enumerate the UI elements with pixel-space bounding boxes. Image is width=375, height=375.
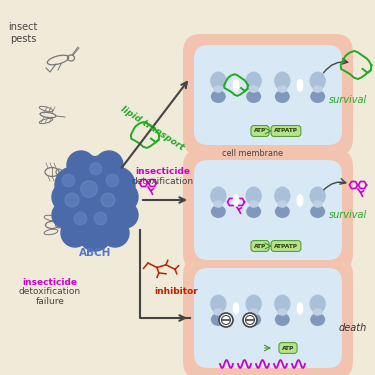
Text: ABCH: ABCH xyxy=(79,248,111,258)
FancyBboxPatch shape xyxy=(183,149,353,271)
Circle shape xyxy=(101,219,129,247)
Circle shape xyxy=(52,202,78,228)
Text: insecticide: insecticide xyxy=(22,278,78,297)
Ellipse shape xyxy=(313,200,323,208)
Text: ATPATP: ATPATP xyxy=(274,129,298,133)
Circle shape xyxy=(67,151,95,179)
Ellipse shape xyxy=(274,186,291,205)
Text: inhibitor: inhibitor xyxy=(154,287,198,296)
Circle shape xyxy=(52,182,82,212)
Circle shape xyxy=(87,205,123,241)
Ellipse shape xyxy=(246,90,261,103)
Ellipse shape xyxy=(232,194,239,207)
Circle shape xyxy=(79,219,111,251)
FancyBboxPatch shape xyxy=(194,160,342,260)
Ellipse shape xyxy=(309,186,326,205)
Circle shape xyxy=(108,182,138,212)
Ellipse shape xyxy=(309,294,326,313)
Ellipse shape xyxy=(232,302,239,315)
Text: cell membrane: cell membrane xyxy=(222,149,284,158)
Circle shape xyxy=(65,193,79,207)
Ellipse shape xyxy=(246,72,262,90)
Ellipse shape xyxy=(213,85,223,93)
Circle shape xyxy=(99,167,135,203)
Circle shape xyxy=(67,205,103,241)
Ellipse shape xyxy=(310,313,325,326)
Ellipse shape xyxy=(277,85,287,93)
Ellipse shape xyxy=(210,294,226,313)
Circle shape xyxy=(243,313,257,327)
Ellipse shape xyxy=(310,205,325,218)
Ellipse shape xyxy=(249,200,259,208)
Ellipse shape xyxy=(313,308,323,316)
Circle shape xyxy=(95,151,123,179)
Ellipse shape xyxy=(232,79,239,92)
Ellipse shape xyxy=(211,205,226,218)
Ellipse shape xyxy=(210,186,226,205)
Ellipse shape xyxy=(246,294,262,313)
Circle shape xyxy=(93,185,133,225)
Ellipse shape xyxy=(275,205,290,218)
Text: ATP: ATP xyxy=(254,243,266,249)
Circle shape xyxy=(62,174,75,187)
Ellipse shape xyxy=(274,294,291,313)
FancyBboxPatch shape xyxy=(183,257,353,375)
Ellipse shape xyxy=(275,90,290,103)
Circle shape xyxy=(101,193,115,207)
Circle shape xyxy=(219,313,233,327)
Ellipse shape xyxy=(310,90,325,103)
Text: ATP: ATP xyxy=(282,345,294,351)
Circle shape xyxy=(71,171,119,219)
Ellipse shape xyxy=(213,308,223,316)
Circle shape xyxy=(73,191,117,235)
Text: insecticide: insecticide xyxy=(135,167,190,176)
Circle shape xyxy=(74,212,87,225)
Ellipse shape xyxy=(246,205,261,218)
Ellipse shape xyxy=(297,302,303,315)
Circle shape xyxy=(57,185,97,225)
Ellipse shape xyxy=(297,79,303,92)
Text: death: death xyxy=(339,323,367,333)
Text: ATP: ATP xyxy=(254,129,266,133)
Ellipse shape xyxy=(277,308,287,316)
FancyBboxPatch shape xyxy=(194,268,342,368)
Ellipse shape xyxy=(246,186,262,205)
Text: survival: survival xyxy=(329,95,367,105)
Ellipse shape xyxy=(211,313,226,326)
Ellipse shape xyxy=(249,85,259,93)
Circle shape xyxy=(90,163,102,175)
FancyBboxPatch shape xyxy=(194,45,342,145)
Circle shape xyxy=(94,212,107,225)
Text: survival: survival xyxy=(329,210,367,220)
Text: detoxification
failure: detoxification failure xyxy=(19,287,81,306)
Ellipse shape xyxy=(313,85,323,93)
Circle shape xyxy=(112,202,138,228)
Ellipse shape xyxy=(277,200,287,208)
Ellipse shape xyxy=(274,72,291,90)
Circle shape xyxy=(83,156,117,190)
Text: ATPATP: ATPATP xyxy=(274,243,298,249)
Ellipse shape xyxy=(211,90,226,103)
Ellipse shape xyxy=(249,308,259,316)
Circle shape xyxy=(55,167,91,203)
FancyBboxPatch shape xyxy=(183,34,353,156)
Circle shape xyxy=(106,174,119,187)
Ellipse shape xyxy=(297,194,303,207)
Circle shape xyxy=(73,156,107,190)
Ellipse shape xyxy=(210,72,226,90)
Ellipse shape xyxy=(246,313,261,326)
Text: insect
pests: insect pests xyxy=(8,22,38,44)
Circle shape xyxy=(81,181,98,197)
Text: detoxification: detoxification xyxy=(132,177,194,186)
Ellipse shape xyxy=(275,313,290,326)
Circle shape xyxy=(61,219,89,247)
Ellipse shape xyxy=(309,72,326,90)
Text: lipid transport: lipid transport xyxy=(119,104,185,152)
Ellipse shape xyxy=(213,200,223,208)
